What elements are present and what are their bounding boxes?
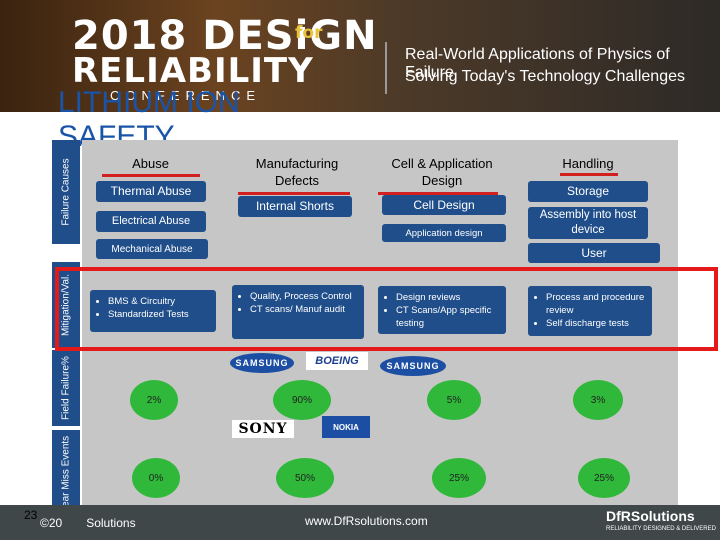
mitigation-item: Standardized Tests bbox=[108, 308, 212, 321]
field-failure-abuse: 2% bbox=[130, 380, 178, 420]
logo-reliability: RELIABILITY bbox=[72, 51, 314, 91]
sony-logo: SONY bbox=[232, 420, 294, 438]
samsung-logo-2: SAMSUNG bbox=[380, 356, 446, 376]
slide-number: 23 bbox=[24, 508, 38, 522]
cause-user: User bbox=[528, 243, 660, 263]
website-link[interactable]: www.DfRsolutions.com bbox=[305, 514, 428, 528]
samsung-logo: SAMSUNG bbox=[230, 353, 294, 373]
mitigation-item: Process and procedure review bbox=[546, 291, 648, 317]
mitigation-item: Design reviews bbox=[396, 291, 502, 304]
field-failure-handling: 3% bbox=[573, 380, 623, 420]
logo-for: for bbox=[295, 23, 323, 43]
cause-cell-design: Cell Design bbox=[382, 195, 506, 215]
field-failure-manufacturing: 90% bbox=[273, 380, 331, 420]
dfr-logo-text: DfRSolutions bbox=[606, 508, 695, 524]
nokia-logo: NOKIA bbox=[322, 416, 370, 438]
highlight-frame bbox=[55, 267, 718, 351]
column-header-handling: Handling bbox=[562, 156, 614, 171]
cause-application-design: Application design bbox=[382, 224, 506, 242]
logo-2018-design: 2018 DESiGN bbox=[72, 13, 378, 59]
field-failure-cell-design: 5% bbox=[427, 380, 481, 420]
row-label-field-failure: Field Failure% bbox=[52, 350, 80, 426]
cause-assembly: Assembly into host device bbox=[528, 207, 648, 239]
mitigation-item: Self discharge tests bbox=[546, 317, 648, 330]
copyright-text: ©20 Solutions bbox=[40, 516, 136, 530]
column-header-manufacturing: Manufacturing Defects bbox=[255, 156, 339, 188]
mitigation-cell-design: Design reviews CT Scans/App specific tes… bbox=[378, 286, 506, 334]
row-label-failure-causes: Failure Causes bbox=[52, 140, 80, 244]
mitigation-item: Quality, Process Control bbox=[250, 290, 360, 303]
cause-thermal-abuse: Thermal Abuse bbox=[96, 181, 206, 202]
near-miss-abuse: 0% bbox=[132, 458, 180, 498]
red-underline-cell-design bbox=[378, 192, 498, 195]
tagline-line2: Solving Today's Technology Challenges bbox=[405, 68, 685, 85]
red-underline-abuse bbox=[102, 174, 200, 177]
cause-storage: Storage bbox=[528, 181, 648, 202]
tagline-line1: Real-World Applications of Physics of Fa… bbox=[405, 46, 670, 81]
near-miss-handling: 25% bbox=[578, 458, 630, 498]
red-underline-manufacturing bbox=[238, 192, 350, 195]
red-underline-handling bbox=[560, 173, 618, 176]
copyright-tail: Solutions bbox=[86, 516, 136, 530]
boeing-logo: BOEING bbox=[306, 352, 368, 370]
mitigation-item: CT Scans/App specific testing bbox=[396, 304, 502, 330]
logo-conference: CONFERENCE bbox=[110, 88, 262, 103]
conference-banner: 2018 DESiGN for RELIABILITY CONFERENCE R… bbox=[0, 0, 720, 112]
mitigation-handling: Process and procedure review Self discha… bbox=[528, 286, 652, 336]
mitigation-manufacturing: Quality, Process Control CT scans/ Manuf… bbox=[232, 285, 364, 339]
mitigation-abuse: BMS & Circuitry Standardized Tests bbox=[90, 290, 216, 332]
mitigation-item: BMS & Circuitry bbox=[108, 295, 212, 308]
banner-divider bbox=[385, 42, 387, 94]
cause-mechanical-abuse: Mechanical Abuse bbox=[96, 239, 208, 259]
footer-bar bbox=[0, 505, 720, 540]
dfr-tagline: RELIABILITY DESIGNED & DELIVERED bbox=[606, 526, 716, 532]
near-miss-cell-design: 25% bbox=[432, 458, 486, 498]
mitigation-item: CT scans/ Manuf audit bbox=[250, 303, 360, 316]
cause-internal-shorts: Internal Shorts bbox=[238, 196, 352, 217]
column-header-abuse: Abuse bbox=[132, 156, 169, 171]
copyright-start: ©20 bbox=[40, 516, 63, 530]
near-miss-manufacturing: 50% bbox=[276, 458, 334, 498]
cause-electrical-abuse: Electrical Abuse bbox=[96, 211, 206, 232]
column-header-cell-design: Cell & Application Design bbox=[391, 156, 493, 188]
